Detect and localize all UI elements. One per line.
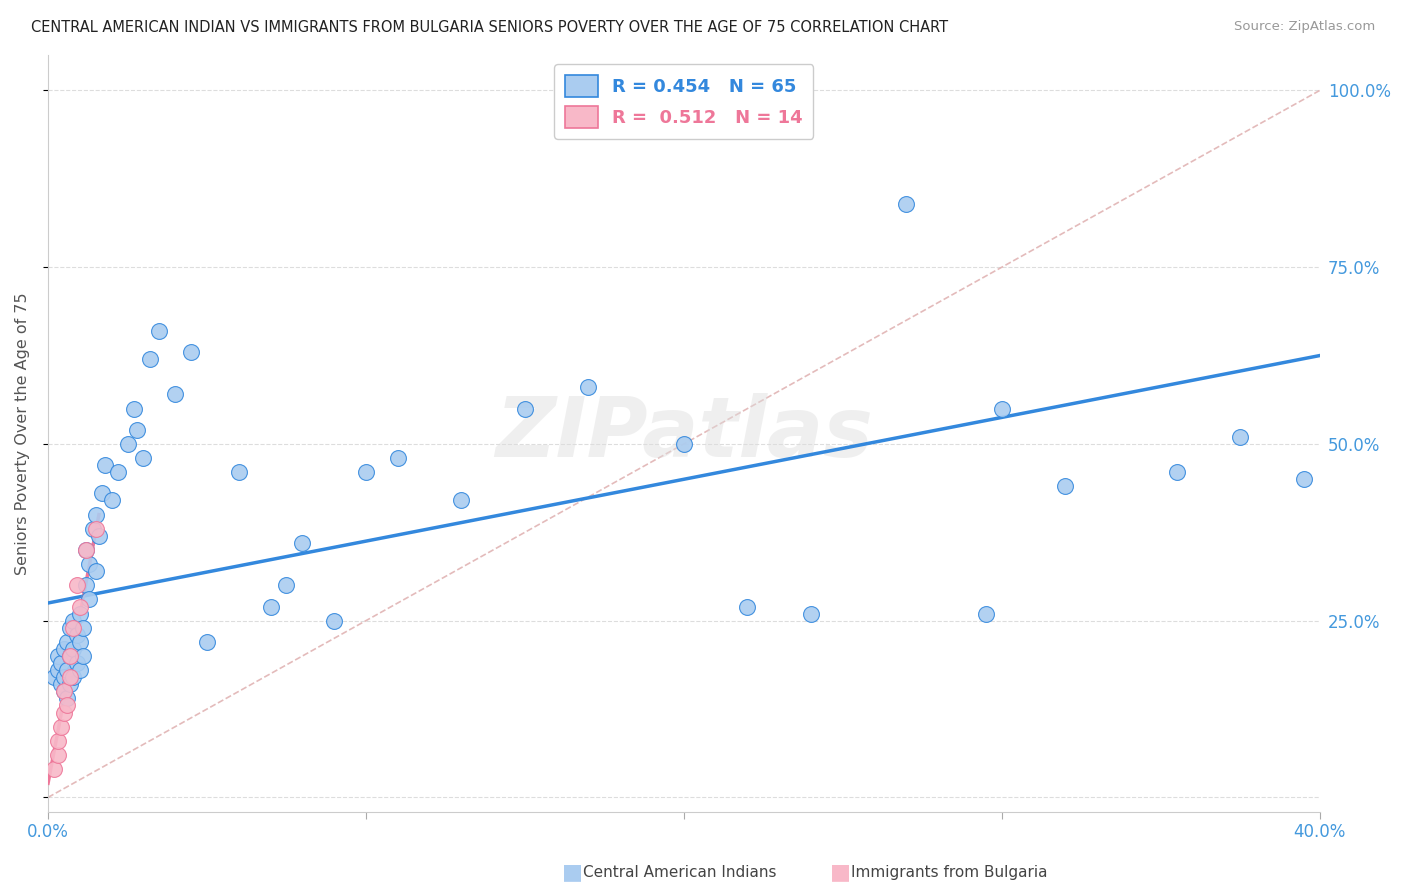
Point [122, 401, 145, 416]
Text: Immigrants from Bulgaria: Immigrants from Bulgaria [851, 865, 1047, 880]
Point [62, 614, 84, 628]
Text: Central American Indians: Central American Indians [583, 865, 778, 880]
Point [87, 529, 110, 543]
Point [1166, 465, 1188, 479]
Point [450, 493, 472, 508]
Point [44, 762, 66, 776]
Point [66, 656, 89, 670]
Point [513, 401, 536, 416]
Point [49, 656, 72, 670]
Point [276, 578, 298, 592]
Point [165, 387, 187, 401]
Point [75, 543, 97, 558]
Point [737, 599, 759, 614]
Point [990, 401, 1012, 416]
Point [100, 493, 122, 508]
Point [1054, 479, 1077, 493]
Point [52, 641, 75, 656]
Point [49, 720, 72, 734]
Point [56, 698, 79, 713]
Point [259, 599, 281, 614]
Point [148, 324, 170, 338]
Point [66, 628, 89, 642]
Text: ZIPatlas: ZIPatlas [495, 392, 873, 474]
Point [59, 648, 82, 663]
Point [72, 648, 94, 663]
Point [56, 663, 79, 677]
Point [52, 706, 75, 720]
Point [52, 684, 75, 698]
Point [59, 670, 82, 684]
Point [354, 465, 377, 479]
Point [62, 621, 84, 635]
Point [1292, 472, 1315, 486]
Point [79, 592, 101, 607]
Point [84, 508, 107, 522]
Point [1229, 430, 1251, 444]
Point [75, 578, 97, 592]
Point [52, 684, 75, 698]
Point [107, 465, 129, 479]
Point [69, 663, 91, 677]
Point [46, 747, 69, 762]
Point [46, 734, 69, 748]
Point [69, 599, 91, 614]
Point [69, 607, 91, 621]
Y-axis label: Seniors Poverty Over the Age of 75: Seniors Poverty Over the Age of 75 [15, 292, 30, 574]
Point [46, 648, 69, 663]
Point [84, 564, 107, 578]
Point [84, 522, 107, 536]
Point [387, 451, 409, 466]
Point [578, 380, 600, 394]
Point [291, 536, 314, 550]
Legend: R = 0.454   N = 65, R =  0.512   N = 14: R = 0.454 N = 65, R = 0.512 N = 14 [554, 64, 814, 139]
Point [323, 614, 346, 628]
Point [62, 641, 84, 656]
Point [800, 607, 823, 621]
Text: CENTRAL AMERICAN INDIAN VS IMMIGRANTS FROM BULGARIA SENIORS POVERTY OVER THE AGE: CENTRAL AMERICAN INDIAN VS IMMIGRANTS FR… [31, 20, 948, 35]
Point [56, 635, 79, 649]
Point [59, 621, 82, 635]
Text: ■: ■ [562, 863, 583, 882]
Point [180, 345, 202, 359]
Point [974, 607, 997, 621]
Point [72, 621, 94, 635]
Point [49, 677, 72, 691]
Point [46, 663, 69, 677]
Point [75, 543, 97, 558]
Point [59, 677, 82, 691]
Point [62, 670, 84, 684]
Text: Source: ZipAtlas.com: Source: ZipAtlas.com [1234, 20, 1375, 33]
Point [896, 196, 918, 211]
Point [672, 437, 695, 451]
Point [125, 423, 148, 437]
Point [82, 522, 104, 536]
Point [94, 458, 117, 472]
Point [79, 557, 101, 571]
Point [117, 437, 139, 451]
Point [69, 635, 91, 649]
Point [228, 465, 250, 479]
Point [132, 451, 155, 466]
Point [52, 670, 75, 684]
Text: ■: ■ [830, 863, 851, 882]
Point [91, 486, 114, 500]
Point [66, 578, 89, 592]
Point [195, 635, 218, 649]
Point [139, 352, 162, 367]
Point [56, 691, 79, 706]
Point [59, 648, 82, 663]
Point [44, 670, 66, 684]
